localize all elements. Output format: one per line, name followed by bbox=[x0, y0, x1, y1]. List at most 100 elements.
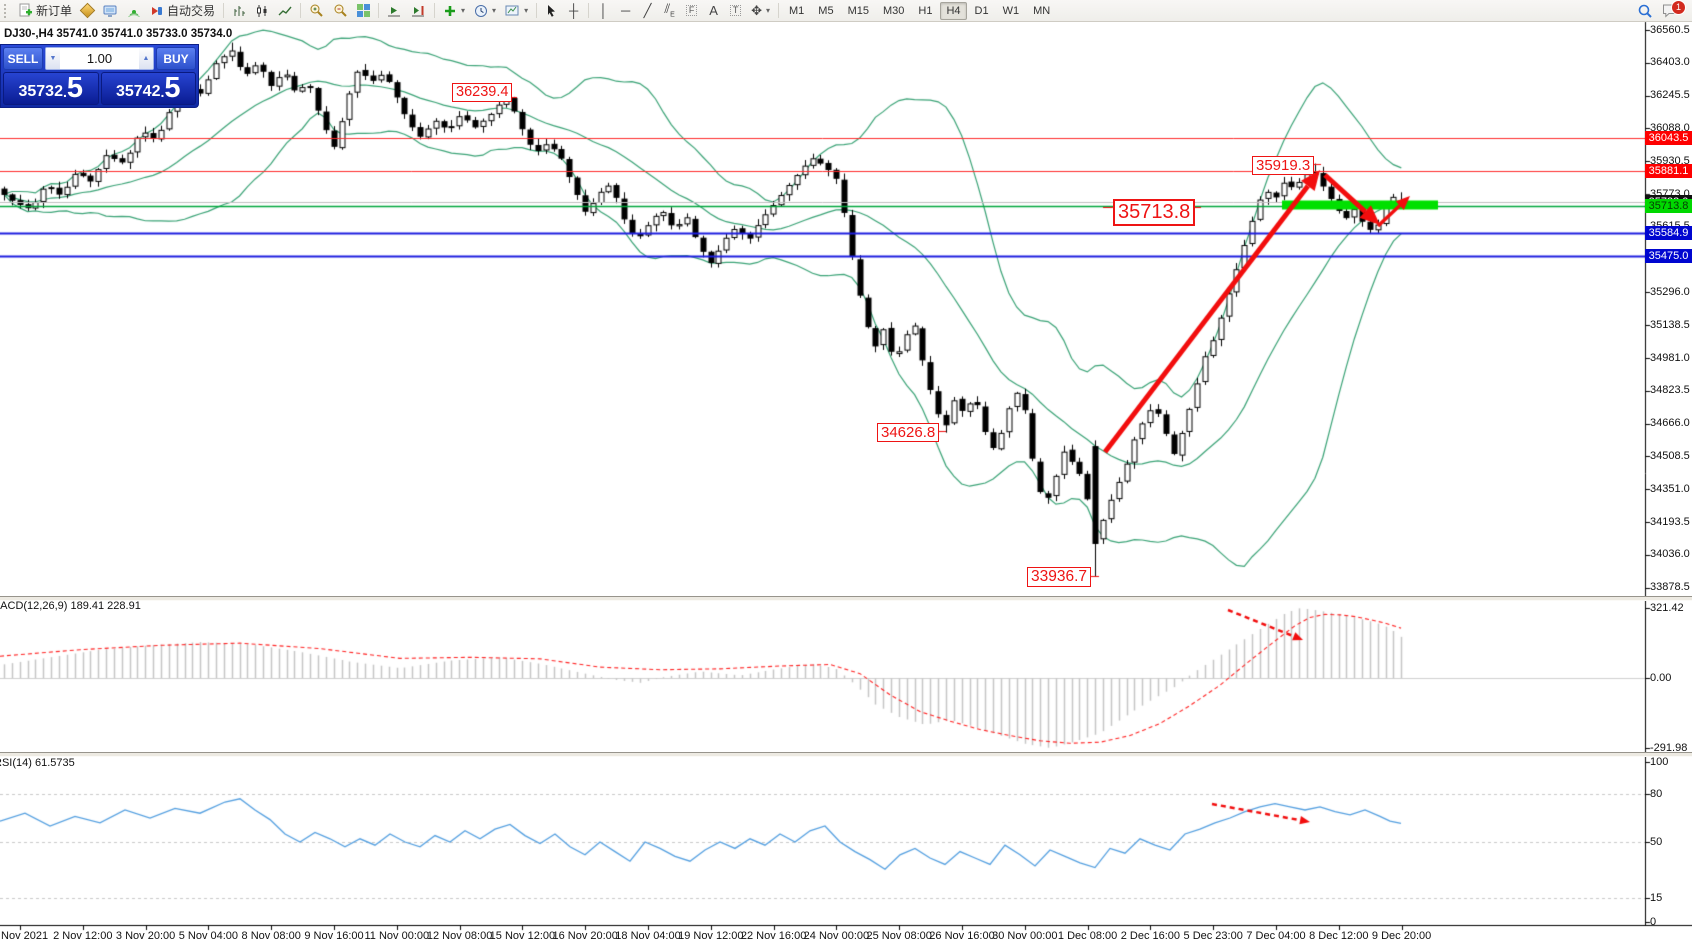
separator bbox=[378, 3, 380, 18]
price-axis-tick-label: 36245.5 bbox=[1650, 89, 1690, 102]
line-chart-icon bbox=[278, 6, 292, 15]
tile-windows-icon bbox=[357, 4, 371, 17]
arrows-button[interactable]: ✥ ▾ bbox=[747, 1, 774, 21]
price-label-35919.3[interactable]: 35919.3 bbox=[1252, 156, 1315, 176]
volume-input[interactable] bbox=[60, 48, 139, 69]
volume-increase-button[interactable]: ▲ bbox=[139, 48, 153, 69]
new-order-button[interactable]: 新订单 bbox=[14, 1, 76, 21]
timeframe-group: M1 M5 M15 M30 H1 H4 D1 W1 MN bbox=[783, 1, 1056, 20]
notifications-button[interactable]: 1 bbox=[1658, 0, 1686, 21]
price-axis-tick-label: 36403.0 bbox=[1650, 56, 1690, 69]
time-axis-label: 8 Nov 08:00 bbox=[241, 930, 301, 942]
cursor-button[interactable] bbox=[541, 1, 562, 21]
crosshair-icon: ┼ bbox=[568, 3, 579, 18]
periods-button[interactable]: ▾ bbox=[470, 1, 500, 21]
indicators-plus-icon bbox=[445, 5, 456, 16]
zoom-in-button[interactable] bbox=[305, 1, 328, 21]
fibonacci-button[interactable]: F bbox=[681, 1, 702, 21]
horizontal-line-button[interactable]: ─ bbox=[615, 1, 636, 21]
time-axis-label: 5 Nov 04:00 bbox=[178, 930, 239, 942]
volume-control: ▼ ▲ bbox=[45, 47, 154, 70]
timeframe-button-d1[interactable]: D1 bbox=[969, 2, 995, 20]
rsi-axis-tick-label: 50 bbox=[1650, 835, 1663, 848]
timeframe-button-m5[interactable]: M5 bbox=[812, 2, 839, 20]
buy-button[interactable]: BUY bbox=[156, 47, 196, 70]
toolbar-grip[interactable] bbox=[4, 3, 10, 18]
clock-icon bbox=[475, 4, 488, 17]
crosshair-button[interactable]: ┼ bbox=[563, 1, 584, 21]
timeframe-button-m15[interactable]: M15 bbox=[842, 2, 875, 20]
price-axis-tick-label: 35296.0 bbox=[1650, 285, 1690, 298]
sell-price[interactable]: 35732. 5 bbox=[3, 72, 99, 105]
tile-windows-button[interactable] bbox=[353, 1, 374, 21]
price-axis-tick-label: 34351.0 bbox=[1650, 482, 1690, 495]
text-icon: A bbox=[709, 3, 718, 18]
equidistant-channel-button[interactable]: ⫽E bbox=[659, 1, 680, 21]
time-axis-label: 19 Nov 12:00 bbox=[678, 930, 744, 942]
chart-shift-button[interactable] bbox=[407, 1, 430, 21]
line-chart-button[interactable] bbox=[274, 1, 296, 21]
separator bbox=[223, 3, 225, 18]
candlestick-chart-button[interactable] bbox=[251, 1, 273, 21]
timeframe-button-m1[interactable]: M1 bbox=[783, 2, 810, 20]
time-axis-label: 16 Nov 20:00 bbox=[552, 930, 618, 942]
price-label-33936.7[interactable]: 33936.7 bbox=[1027, 567, 1092, 587]
notification-badge: 1 bbox=[1671, 0, 1686, 15]
terminal-button[interactable] bbox=[99, 1, 122, 21]
timeframe-button-m30[interactable]: M30 bbox=[877, 2, 910, 20]
vertical-line-icon: │ bbox=[599, 3, 608, 18]
cursor-icon bbox=[548, 4, 556, 17]
text-button[interactable]: A bbox=[703, 1, 724, 21]
trendline-button[interactable]: ╱ bbox=[637, 1, 658, 21]
price-axis-tick-label: 36560.5 bbox=[1650, 23, 1690, 36]
price-label-35713.8[interactable]: 35713.8 bbox=[1113, 199, 1196, 226]
buy-price-frac: 5 bbox=[164, 72, 181, 105]
price-label-34626.8[interactable]: 34626.8 bbox=[877, 423, 940, 443]
price-badge-35475.0: 35475.0 bbox=[1645, 249, 1692, 264]
dropdown-caret-icon: ▾ bbox=[524, 5, 529, 15]
buy-price[interactable]: 35742. 5 bbox=[100, 72, 196, 105]
separator bbox=[588, 3, 590, 18]
bar-chart-button[interactable] bbox=[228, 1, 250, 21]
templates-button[interactable]: ▾ bbox=[501, 1, 532, 21]
time-axis-label: 3 Nov 20:00 bbox=[115, 930, 176, 942]
price-axis-tick-label: 34823.5 bbox=[1650, 384, 1690, 397]
timeframe-button-w1[interactable]: W1 bbox=[997, 2, 1026, 20]
text-label-button[interactable]: T bbox=[725, 1, 746, 21]
time-axis-label: 8 Dec 12:00 bbox=[1309, 930, 1369, 942]
sell-button[interactable]: SELL bbox=[3, 47, 43, 70]
price-label-36239.4[interactable]: 36239.4 bbox=[452, 83, 513, 102]
auto-scroll-button[interactable] bbox=[383, 1, 406, 21]
price-badge-36043.5: 36043.5 bbox=[1645, 130, 1692, 145]
signals-button[interactable] bbox=[123, 1, 145, 21]
dropdown-caret-icon: ▾ bbox=[492, 5, 497, 15]
time-axis-label: 30 Nov 00:00 bbox=[992, 930, 1058, 942]
timeframe-button-h1[interactable]: H1 bbox=[912, 2, 938, 20]
macd-axis-tick-label: 0.00 bbox=[1650, 671, 1672, 684]
price-axis-tick-label: 35138.5 bbox=[1650, 318, 1690, 331]
autotrading-button[interactable]: 自动交易 bbox=[146, 1, 219, 21]
text-label-icon: T bbox=[729, 5, 742, 16]
autotrading-label: 自动交易 bbox=[167, 3, 216, 18]
rsi-splitter[interactable] bbox=[0, 752, 1692, 757]
rsi-axis-tick-label: 80 bbox=[1650, 787, 1663, 800]
timeframe-button-mn[interactable]: MN bbox=[1027, 2, 1056, 20]
arrows-icon: ✥ bbox=[751, 3, 762, 18]
separator bbox=[434, 3, 436, 18]
search-button[interactable] bbox=[1633, 1, 1657, 21]
vertical-line-button[interactable]: │ bbox=[593, 1, 614, 21]
time-axis-label: 24 Nov 00:00 bbox=[803, 930, 870, 942]
time-axis-label: 9 Nov 16:00 bbox=[304, 930, 364, 942]
new-order-icon bbox=[19, 3, 32, 17]
zoom-out-button[interactable] bbox=[329, 1, 352, 21]
templates-icon bbox=[505, 5, 519, 15]
metaeditor-button[interactable] bbox=[77, 1, 98, 21]
trendline-icon: ╱ bbox=[643, 3, 652, 18]
volume-decrease-button[interactable]: ▼ bbox=[46, 48, 60, 69]
indicators-button[interactable]: ▾ bbox=[439, 1, 469, 21]
macd-splitter[interactable] bbox=[0, 596, 1692, 601]
separator bbox=[536, 3, 538, 18]
timeframe-button-h4[interactable]: H4 bbox=[940, 1, 967, 20]
zoom-out-icon bbox=[334, 4, 347, 17]
